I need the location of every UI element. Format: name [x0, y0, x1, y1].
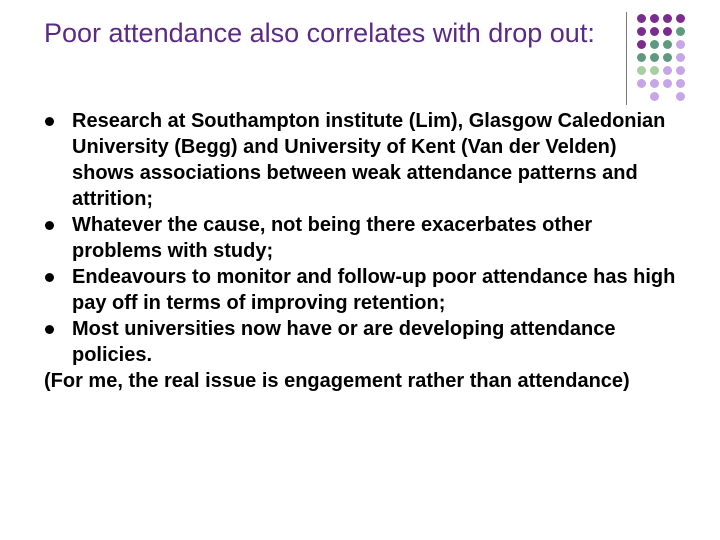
decorative-dot — [676, 53, 685, 62]
decorative-dot — [676, 27, 685, 36]
decorative-dot-grid — [637, 14, 685, 104]
decorative-dot — [637, 27, 646, 36]
decorative-dot — [637, 40, 646, 49]
decorative-dot — [663, 27, 672, 36]
bullet-text: Research at Southampton institute (Lim),… — [72, 110, 666, 210]
decorative-dot — [637, 53, 646, 62]
decorative-dot — [663, 66, 672, 75]
decorative-dot — [676, 14, 685, 23]
bullet-list: Research at Southampton institute (Lim),… — [44, 108, 684, 394]
bullet-item: Most universities now have or are develo… — [44, 316, 684, 368]
bullet-text: Whatever the cause, not being there exac… — [72, 214, 593, 262]
bullet-text: Most universities now have or are develo… — [72, 318, 616, 366]
decorative-dot — [637, 14, 646, 23]
title-divider — [626, 12, 627, 105]
decorative-dot — [663, 79, 672, 88]
decorative-dot — [676, 79, 685, 88]
decorative-dot — [663, 53, 672, 62]
bullet-dot-icon — [45, 325, 54, 334]
decorative-dot — [650, 53, 659, 62]
decorative-dot — [637, 66, 646, 75]
decorative-dot — [663, 40, 672, 49]
decorative-dot — [637, 79, 646, 88]
slide-title: Poor attendance also correlates with dro… — [44, 18, 595, 48]
bullet-dot-icon — [45, 221, 54, 230]
bullet-item: Research at Southampton institute (Lim),… — [44, 108, 684, 212]
decorative-dot — [676, 40, 685, 49]
bullet-item: Whatever the cause, not being there exac… — [44, 212, 684, 264]
bullet-text: Endeavours to monitor and follow-up poor… — [72, 266, 676, 314]
bullet-dot-icon — [45, 117, 54, 126]
decorative-dot — [663, 14, 672, 23]
bullet-dot-icon — [45, 273, 54, 282]
decorative-dot — [650, 79, 659, 88]
decorative-dot — [650, 66, 659, 75]
decorative-dot — [650, 92, 659, 101]
closing-note: (For me, the real issue is engagement ra… — [44, 370, 630, 392]
decorative-dot — [650, 40, 659, 49]
decorative-dot — [650, 27, 659, 36]
decorative-dot — [650, 14, 659, 23]
decorative-dot — [676, 66, 685, 75]
decorative-dot — [676, 92, 685, 101]
bullet-item: Endeavours to monitor and follow-up poor… — [44, 264, 684, 316]
